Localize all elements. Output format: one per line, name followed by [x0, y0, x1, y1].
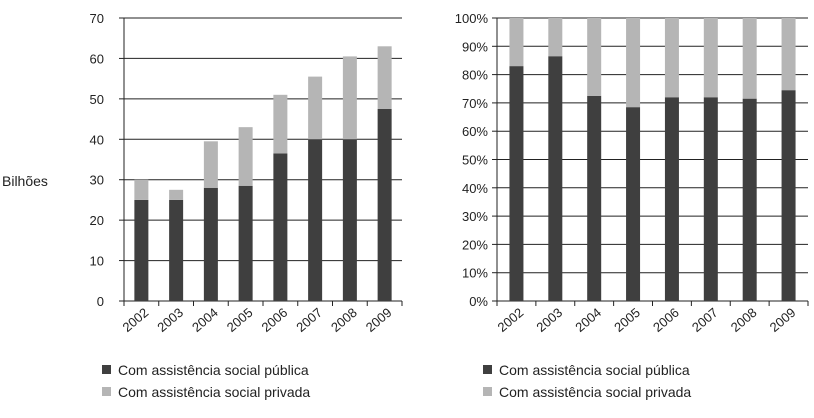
y-tick-label: 50%: [462, 153, 488, 168]
y-axis-label: Bilhões: [2, 173, 48, 189]
bar-segment-private-2004: [587, 18, 602, 96]
x-tick-label: 2008: [728, 305, 760, 335]
y-tick-label: 80%: [462, 68, 488, 83]
bar-segment-private-2005: [238, 127, 253, 186]
bar-segment-public-2005: [238, 185, 253, 301]
y-tick-label: 20: [90, 213, 104, 228]
y-tick-label: 20%: [462, 237, 488, 252]
y-tick-label: 100%: [455, 11, 489, 26]
bar-segment-public-2003: [548, 56, 563, 301]
bar-segment-private-2006: [273, 94, 288, 154]
bar-segment-private-2002: [509, 18, 524, 67]
y-tick-label: 30%: [462, 209, 488, 224]
x-tick-label: 2004: [189, 305, 221, 335]
bar-segment-private-2004: [203, 141, 218, 188]
legend-label-public: Com assistência social pública: [499, 362, 690, 378]
y-tick-label: 0%: [469, 294, 488, 309]
bar-segment-private-2008: [342, 56, 357, 140]
bar-segment-public-2004: [203, 187, 218, 301]
bar-segment-public-2009: [781, 90, 796, 301]
legend-swatch-public: [483, 365, 492, 374]
bar-segment-public-2007: [703, 97, 718, 302]
bar-segment-private-2002: [134, 179, 149, 200]
x-tick-label: 2009: [363, 305, 395, 335]
x-tick-label: 2007: [689, 305, 721, 335]
x-tick-label: 2006: [650, 305, 682, 335]
bar-segment-public-2003: [169, 199, 184, 301]
bar-segment-private-2008: [742, 18, 757, 99]
y-tick-label: 10: [90, 254, 104, 269]
bar-segment-public-2005: [626, 107, 641, 302]
x-tick-label: 2003: [533, 305, 565, 335]
y-tick-label: 90%: [462, 39, 488, 54]
bar-segment-private-2007: [703, 18, 718, 98]
legend-swatch-private: [102, 387, 111, 396]
x-tick-label: 2007: [293, 305, 325, 335]
bar-segment-private-2003: [169, 189, 184, 200]
x-tick-label: 2005: [611, 305, 643, 335]
x-tick-label: 2004: [572, 305, 604, 335]
legend-label-private: Com assistência social privada: [499, 384, 691, 400]
y-tick-label: 50: [90, 92, 104, 107]
x-tick-label: 2002: [120, 305, 152, 335]
bar-segment-public-2002: [509, 66, 524, 301]
bar-segment-private-2005: [626, 18, 641, 108]
bar-segment-public-2004: [587, 95, 602, 301]
x-tick-label: 2002: [495, 305, 527, 335]
x-tick-label: 2009: [767, 305, 799, 335]
legend-label-public: Com assistência social pública: [118, 362, 309, 378]
y-tick-label: 60: [90, 51, 104, 66]
x-tick-label: 2005: [224, 305, 256, 335]
legend-swatch-private: [483, 387, 492, 396]
chart-right-percent: 0%10%20%30%40%50%60%70%80%90%100%2002 200…: [455, 11, 809, 400]
y-tick-label: 70: [90, 11, 104, 26]
y-tick-label: 30: [90, 173, 104, 188]
bar-segment-public-2009: [377, 108, 392, 301]
legend-swatch-public: [102, 365, 111, 374]
bar-segment-private-2009: [781, 18, 796, 91]
bar-segment-private-2009: [377, 46, 392, 109]
bar-segment-public-2002: [134, 199, 149, 301]
y-tick-label: 40%: [462, 181, 488, 196]
bar-segment-public-2008: [742, 98, 757, 301]
bar-segment-private-2003: [548, 18, 563, 57]
bar-segment-private-2006: [664, 18, 679, 98]
x-tick-label: 2003: [154, 305, 186, 335]
x-tick-label: 2008: [328, 305, 360, 335]
y-tick-label: 60%: [462, 124, 488, 139]
bar-segment-public-2006: [273, 153, 288, 301]
y-tick-label: 40: [90, 132, 104, 147]
y-tick-label: 0: [97, 294, 104, 309]
x-tick-label: 2006: [259, 305, 291, 335]
bar-segment-public-2006: [664, 97, 679, 302]
bar-segment-private-2007: [308, 76, 323, 140]
y-tick-label: 70%: [462, 96, 488, 111]
y-tick-label: 10%: [462, 266, 488, 281]
bar-segment-public-2008: [342, 139, 357, 301]
bar-segment-public-2007: [308, 139, 323, 301]
legend-label-private: Com assistência social privada: [118, 384, 310, 400]
